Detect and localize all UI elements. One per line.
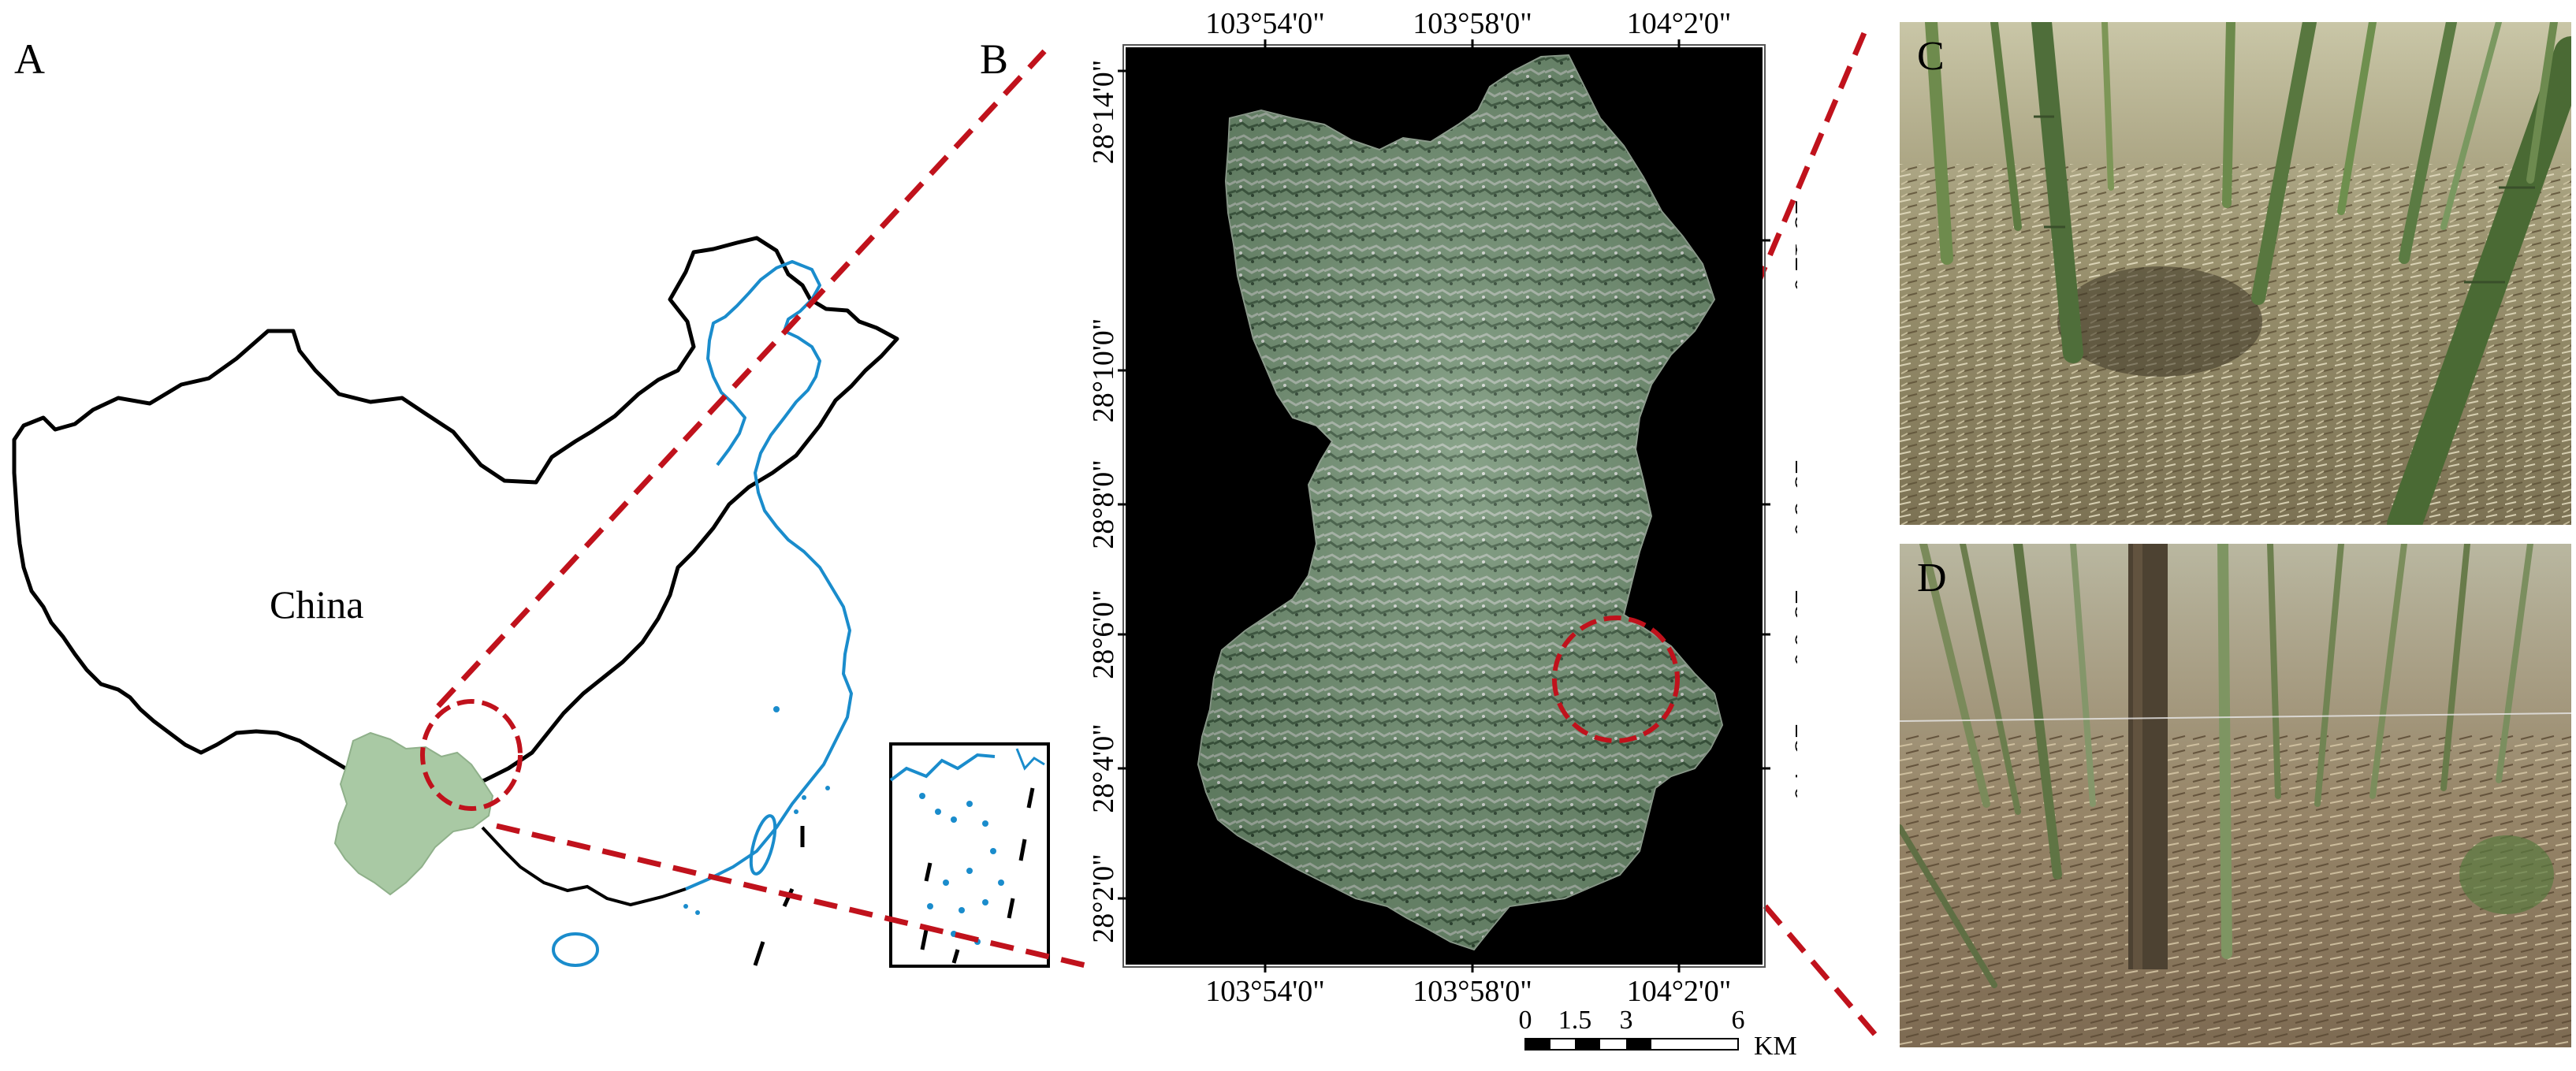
- china-boundary: [12, 236, 899, 806]
- scale-tick-1: 1.5: [1558, 1006, 1592, 1035]
- study-area-map: 103°54'0" 103°58'0" 104°2'0" 103°54'0" 1…: [1088, 7, 1797, 1061]
- study-area-highlight-circle: [420, 699, 523, 811]
- left-latitude-6: 28°2'0": [1088, 853, 1120, 943]
- bottom-longitude-1: 103°54'0": [1205, 975, 1325, 1008]
- bamboo-forest-photo-c: [1900, 22, 2571, 525]
- top-longitude-1: 103°54'0": [1205, 7, 1325, 40]
- hainan-island: [552, 932, 599, 967]
- panel-c-label: C: [1917, 34, 1945, 79]
- island-dots: [683, 706, 830, 915]
- right-latitude-1: 28°12'0": [1789, 200, 1797, 305]
- scale-unit: KM: [1754, 1032, 1797, 1061]
- right-latitude-4: 28°4'0": [1789, 723, 1797, 813]
- left-latitude-5: 28°4'0": [1088, 723, 1120, 813]
- left-latitude-3: 28°8'0": [1088, 459, 1120, 549]
- callout-a-to-b-top: [436, 49, 1047, 708]
- scale-tick-2: 3: [1620, 1006, 1633, 1035]
- panel-a-label: A: [14, 35, 45, 83]
- right-latitude-3: 28°6'0": [1789, 589, 1797, 679]
- panel-b-label: B: [980, 35, 1009, 83]
- southern-boundary: [481, 826, 687, 907]
- sample-site-circle: [1552, 615, 1680, 743]
- taiwan-island: [749, 814, 777, 876]
- left-latitude-2: 28°10'0": [1088, 318, 1120, 423]
- scale-bar: 0 1.5 3 6 KM: [1519, 1006, 1797, 1061]
- bamboo-forest-photo-d: [1900, 544, 2571, 1047]
- left-latitude-1: 28°14'0": [1088, 60, 1120, 165]
- panel-d-label: D: [1917, 556, 1947, 601]
- photo-d: D: [1900, 544, 2571, 1047]
- china-overview-map: [12, 236, 1050, 968]
- country-label: China: [270, 582, 364, 627]
- top-longitude-3: 104°2'0": [1627, 7, 1732, 40]
- bottom-longitude-3: 104°2'0": [1627, 975, 1732, 1008]
- scale-tick-0: 0: [1519, 1006, 1532, 1035]
- bottom-longitude-2: 103°58'0": [1413, 975, 1532, 1008]
- photo-c: C: [1900, 22, 2571, 525]
- callout-a-to-b-bottom: [496, 823, 1096, 971]
- left-latitude-4: 28°6'0": [1088, 589, 1120, 679]
- coastline: [685, 260, 853, 891]
- scale-tick-3: 6: [1732, 1006, 1745, 1035]
- south-china-sea-inset: [889, 742, 1050, 968]
- right-latitude-2: 28°8'0": [1789, 459, 1797, 549]
- top-longitude-2: 103°58'0": [1413, 7, 1532, 40]
- study-province: [333, 731, 494, 896]
